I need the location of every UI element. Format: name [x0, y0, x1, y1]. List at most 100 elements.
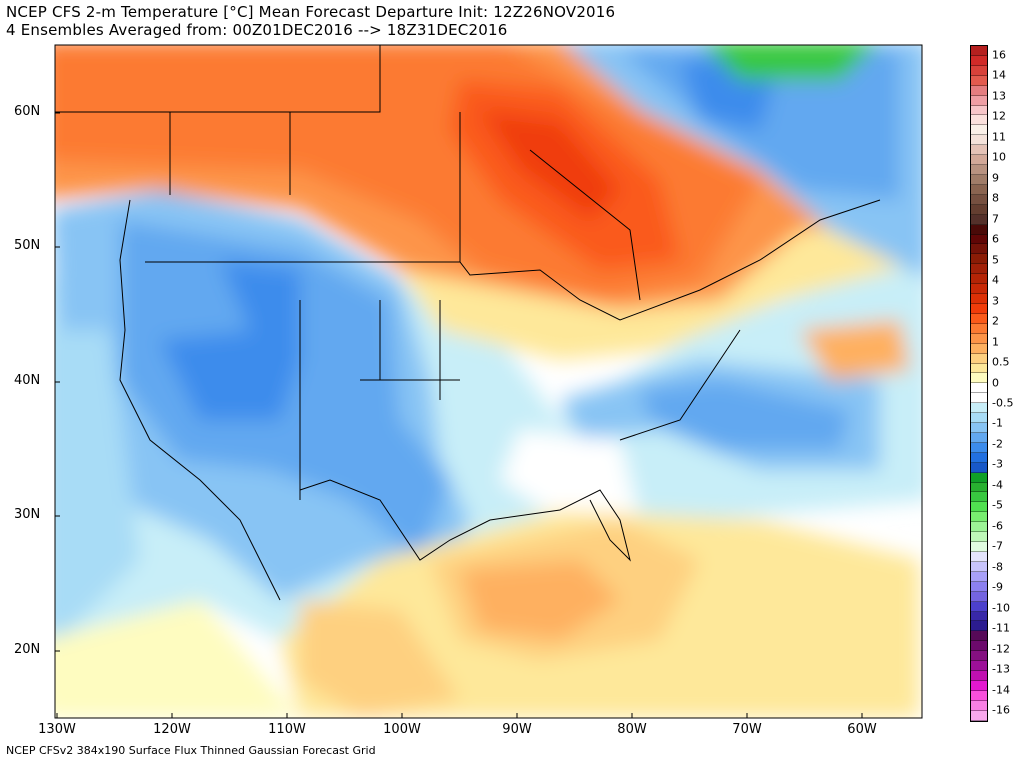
colorbar-swatch [971, 85, 987, 96]
colorbar-swatch [971, 423, 987, 433]
colorbar-label: -13 [992, 662, 1010, 676]
colorbar-swatch [971, 601, 987, 612]
axis-ticks [55, 112, 863, 718]
colorbar-swatch [971, 234, 987, 245]
lat-label: 40N [14, 373, 41, 388]
colorbar-swatch [971, 135, 987, 146]
colorbar-swatch [971, 641, 987, 652]
colorbar-swatch [971, 611, 987, 622]
colorbar-swatch [971, 482, 987, 493]
colorbar-swatch [971, 274, 987, 285]
colorbar-swatch [971, 651, 987, 662]
title-line-1: NCEP CFS 2-m Temperature [°C] Mean Forec… [6, 3, 616, 21]
colorbar-swatch [971, 46, 987, 56]
lat-label: 30N [14, 507, 41, 522]
colorbar-swatch [971, 710, 987, 721]
colorbar-swatch [971, 214, 987, 225]
colorbar-swatch [971, 264, 987, 275]
colorbar-swatch [971, 333, 987, 344]
colorbar-swatch [971, 462, 987, 473]
colorbar-swatch [971, 492, 987, 503]
colorbar-swatch [971, 700, 987, 711]
colorbar-label: 0.5 [992, 355, 1010, 369]
lat-label: 20N [14, 642, 41, 657]
colorbar-label: -6 [992, 519, 1003, 533]
colorbar-label: 13 [992, 89, 1006, 103]
colorbar-label: -16 [992, 703, 1010, 717]
lon-label: 110W [268, 722, 306, 737]
colorbar-swatch [971, 65, 987, 76]
colorbar-swatch [971, 591, 987, 602]
colorbar-label: -10 [992, 601, 1010, 615]
colorbar-swatch [971, 581, 987, 592]
lon-label: 90W [502, 722, 532, 737]
colorbar-label: 0 [992, 376, 999, 389]
colorbar-swatch [971, 403, 987, 414]
anomaly-field [55, 45, 922, 718]
colorbar-swatch [971, 343, 987, 354]
colorbar-swatch [971, 690, 987, 701]
colorbar-swatch [971, 224, 987, 235]
colorbar-swatch [971, 432, 987, 443]
colorbar-swatch [971, 125, 987, 136]
colorbar-swatch [971, 184, 987, 195]
colorbar-label: 8 [992, 191, 999, 205]
lon-label: 120W [153, 722, 191, 737]
colorbar-swatch [971, 532, 987, 543]
colorbar-swatch [971, 323, 987, 334]
colorbar [970, 45, 988, 722]
colorbar-swatch [971, 95, 987, 106]
colorbar-swatch [971, 472, 987, 483]
colorbar-swatch [971, 303, 987, 314]
colorbar-label: 6 [992, 232, 999, 246]
colorbar-label: 11 [992, 130, 1006, 144]
colorbar-label: -14 [992, 683, 1010, 697]
colorbar-label: 4 [992, 273, 999, 287]
colorbar-swatch [971, 204, 987, 215]
colorbar-label: 9 [992, 171, 999, 185]
colorbar-swatch [971, 244, 987, 255]
colorbar-label: -8 [992, 560, 1003, 574]
colorbar-swatch [971, 542, 987, 553]
colorbar-swatch [971, 393, 987, 404]
colorbar-swatch [971, 442, 987, 453]
colorbar-swatch [971, 115, 987, 126]
colorbar-label: -12 [992, 642, 1010, 656]
colorbar-swatch [971, 174, 987, 185]
colorbar-swatch [971, 284, 987, 295]
colorbar-swatch [971, 561, 987, 572]
footer-caption: NCEP CFSv2 384x190 Surface Flux Thinned … [6, 744, 376, 757]
colorbar-swatch [971, 502, 987, 513]
colorbar-swatch [971, 75, 987, 86]
colorbar-swatch [971, 631, 987, 642]
lon-label: 130W [38, 722, 76, 737]
colorbar-swatch [971, 55, 987, 66]
colorbar-label: -9 [992, 580, 1003, 594]
colorbar-label: 5 [992, 253, 999, 267]
colorbar-swatch [971, 363, 987, 374]
colorbar-label: -0.5 [992, 396, 1014, 410]
title-line-2: 4 Ensembles Averaged from: 00Z01DEC2016 … [6, 21, 508, 39]
colorbar-swatch [971, 313, 987, 324]
colorbar-swatch [971, 294, 987, 304]
lat-label: 50N [14, 238, 41, 253]
colorbar-label: 14 [992, 68, 1006, 82]
colorbar-swatch [971, 353, 987, 364]
colorbar-swatch [971, 512, 987, 523]
lon-label: 70W [732, 722, 762, 737]
colorbar-swatch [971, 571, 987, 582]
lat-label: 60N [14, 104, 41, 119]
colorbar-swatch [971, 383, 987, 394]
colorbar-label: -5 [992, 498, 1003, 512]
colorbar-swatch [971, 552, 987, 562]
colorbar-label: -1 [992, 416, 1003, 430]
colorbar-label: 3 [992, 294, 999, 308]
colorbar-label: 1 [992, 335, 999, 349]
colorbar-label: 10 [992, 150, 1006, 164]
colorbar-swatch [971, 671, 987, 681]
colorbar-swatch [971, 661, 987, 672]
colorbar-label: -4 [992, 478, 1003, 492]
lon-label: 80W [617, 722, 647, 737]
lon-label: 100W [383, 722, 421, 737]
colorbar-label: 2 [992, 314, 999, 328]
